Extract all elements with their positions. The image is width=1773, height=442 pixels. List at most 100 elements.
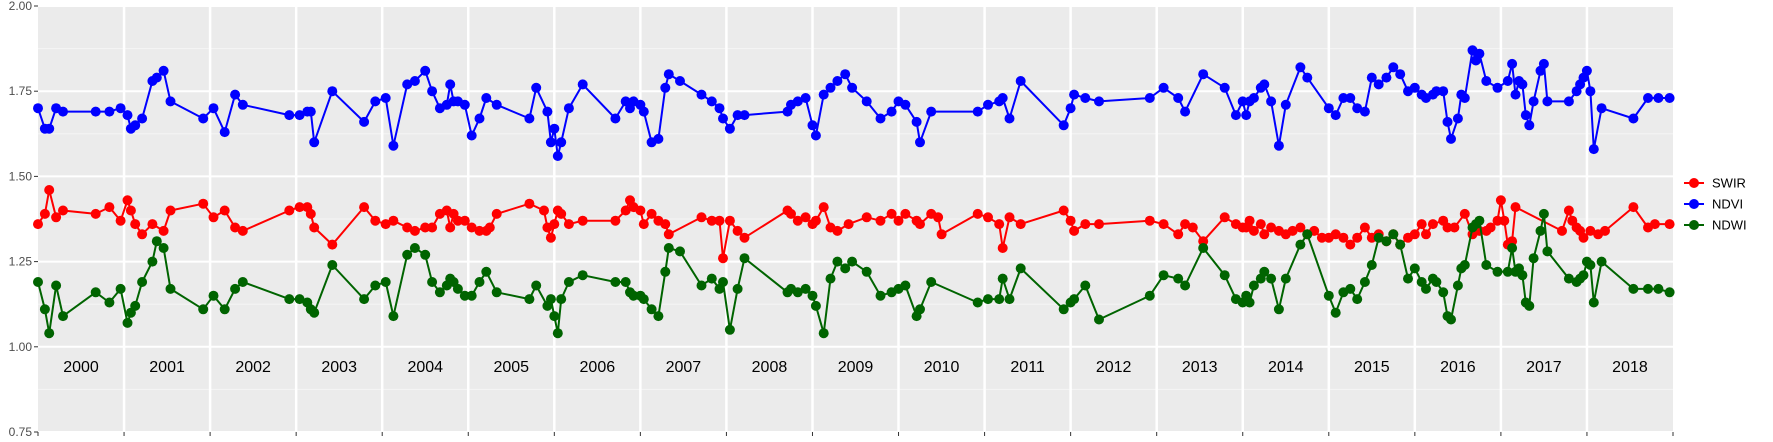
data-point <box>545 232 556 243</box>
data-point <box>1481 76 1492 86</box>
data-point <box>635 205 646 216</box>
data-point <box>1446 314 1456 325</box>
data-point <box>825 273 836 284</box>
data-point <box>402 222 413 233</box>
data-point <box>147 219 158 230</box>
data-point <box>926 106 937 117</box>
data-point <box>44 328 55 339</box>
data-point <box>646 304 657 315</box>
data-point <box>1345 93 1356 103</box>
data-point <box>1058 205 1069 216</box>
year-label: 2000 <box>63 359 99 376</box>
data-point <box>1330 307 1341 318</box>
data-point <box>151 236 162 247</box>
data-point <box>675 76 685 86</box>
data-point <box>1409 82 1420 93</box>
data-point <box>638 294 649 305</box>
data-point <box>1542 96 1553 107</box>
data-point <box>660 82 671 93</box>
data-point <box>1538 208 1549 219</box>
data-point <box>1259 79 1270 90</box>
data-point <box>843 219 854 230</box>
y-tick-label: 0.75 <box>9 425 33 439</box>
data-point <box>1295 222 1306 233</box>
data-point <box>577 215 588 226</box>
data-point <box>1442 222 1453 233</box>
data-point <box>915 304 925 315</box>
data-point <box>309 222 320 233</box>
data-point <box>33 219 43 230</box>
data-point <box>44 123 55 134</box>
data-point <box>1144 93 1155 103</box>
data-point <box>552 328 563 339</box>
data-point <box>1581 65 1592 76</box>
data-point <box>137 277 148 287</box>
data-point <box>1259 266 1270 277</box>
data-point <box>1596 103 1607 114</box>
data-point <box>1180 280 1191 291</box>
data-point <box>58 311 68 322</box>
year-label: 2009 <box>838 359 874 376</box>
data-point <box>1459 260 1470 270</box>
data-point <box>792 287 803 298</box>
data-point <box>1535 225 1546 236</box>
data-point <box>1015 219 1026 230</box>
data-point <box>1588 297 1599 308</box>
data-point <box>284 294 295 305</box>
year-label: 2004 <box>407 359 443 376</box>
data-point <box>1015 263 1026 274</box>
data-point <box>1180 106 1191 117</box>
data-point <box>427 86 438 97</box>
data-point <box>327 260 338 270</box>
data-point <box>420 222 431 233</box>
data-point <box>1438 86 1449 97</box>
data-point <box>861 96 872 107</box>
data-point <box>452 283 463 294</box>
data-point <box>1507 243 1518 253</box>
data-point <box>1248 93 1259 103</box>
data-point <box>1345 283 1356 294</box>
data-point <box>732 225 743 236</box>
data-point <box>1459 93 1470 103</box>
data-point <box>1280 273 1291 284</box>
y-tick-label: 1.00 <box>9 340 33 354</box>
data-point <box>1259 229 1270 240</box>
data-point <box>294 294 305 305</box>
data-point <box>524 198 535 209</box>
data-point <box>370 96 381 107</box>
data-point <box>1643 93 1653 103</box>
data-point <box>1080 93 1091 103</box>
data-point <box>1173 273 1184 284</box>
data-point <box>481 266 492 277</box>
data-point <box>875 215 886 226</box>
data-point <box>1628 113 1639 124</box>
data-point <box>309 137 320 148</box>
data-point <box>1517 79 1528 90</box>
data-point <box>420 249 431 260</box>
year-label: 2015 <box>1354 359 1390 376</box>
data-point <box>933 212 944 223</box>
year-label: 2012 <box>1096 359 1132 376</box>
data-point <box>1144 290 1155 301</box>
data-point <box>994 294 1005 305</box>
data-point <box>1173 229 1184 240</box>
data-point <box>1352 103 1363 114</box>
data-point <box>638 219 649 230</box>
data-point <box>832 76 843 86</box>
data-point <box>1080 219 1091 230</box>
data-point <box>792 96 803 107</box>
data-point <box>724 215 735 226</box>
data-point <box>1330 229 1341 240</box>
data-point <box>549 311 560 322</box>
data-point <box>1492 82 1503 93</box>
data-point <box>39 304 50 315</box>
data-point <box>198 304 209 315</box>
data-point <box>1080 280 1091 291</box>
data-point <box>556 137 567 148</box>
data-point <box>125 205 136 216</box>
data-point <box>1352 294 1363 305</box>
year-label: 2002 <box>235 359 271 376</box>
data-point <box>714 103 725 114</box>
data-point <box>294 202 305 213</box>
data-point <box>1585 260 1596 270</box>
